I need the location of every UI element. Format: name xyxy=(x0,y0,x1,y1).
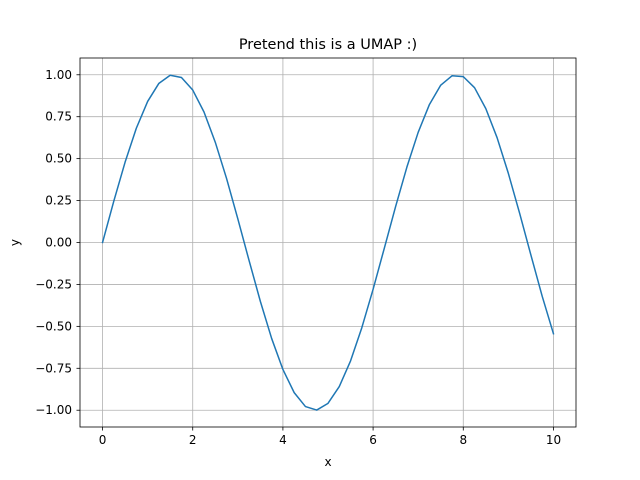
x-tick-label-0: 0 xyxy=(99,433,107,447)
x-tick-label-5: 10 xyxy=(546,433,561,447)
x-tick-label-3: 6 xyxy=(369,433,377,447)
x-axis-title: x xyxy=(324,455,331,469)
y-tick-label-0: −1.00 xyxy=(35,403,72,417)
x-tick-label-1: 2 xyxy=(189,433,197,447)
x-tick-label-4: 8 xyxy=(459,433,467,447)
y-axis-title: y xyxy=(8,239,22,246)
y-tick-label-3: −0.25 xyxy=(35,277,72,291)
series-layer xyxy=(101,74,555,411)
series-line-0 xyxy=(101,74,555,411)
y-tick-label-2: −0.50 xyxy=(35,319,72,333)
y-tick-label-6: 0.50 xyxy=(45,152,72,166)
y-tick-label-4: 0.00 xyxy=(45,236,72,250)
y-tick-label-5: 0.25 xyxy=(45,194,72,208)
y-tick-label-7: 0.75 xyxy=(45,110,72,124)
axis-ticks: 0 2 4 6 8 10 −1.00 −0.75 −0.50 −0.25 0.00 0.25 0.50 0… xyxy=(35,68,561,447)
x-tick-label-2: 4 xyxy=(279,433,287,447)
y-tick-label-8: 1.00 xyxy=(45,68,72,82)
chart-title: Pretend this is a UMAP :) xyxy=(239,37,417,53)
y-tick-label-1: −0.75 xyxy=(35,361,72,375)
grid-lines xyxy=(80,58,576,427)
